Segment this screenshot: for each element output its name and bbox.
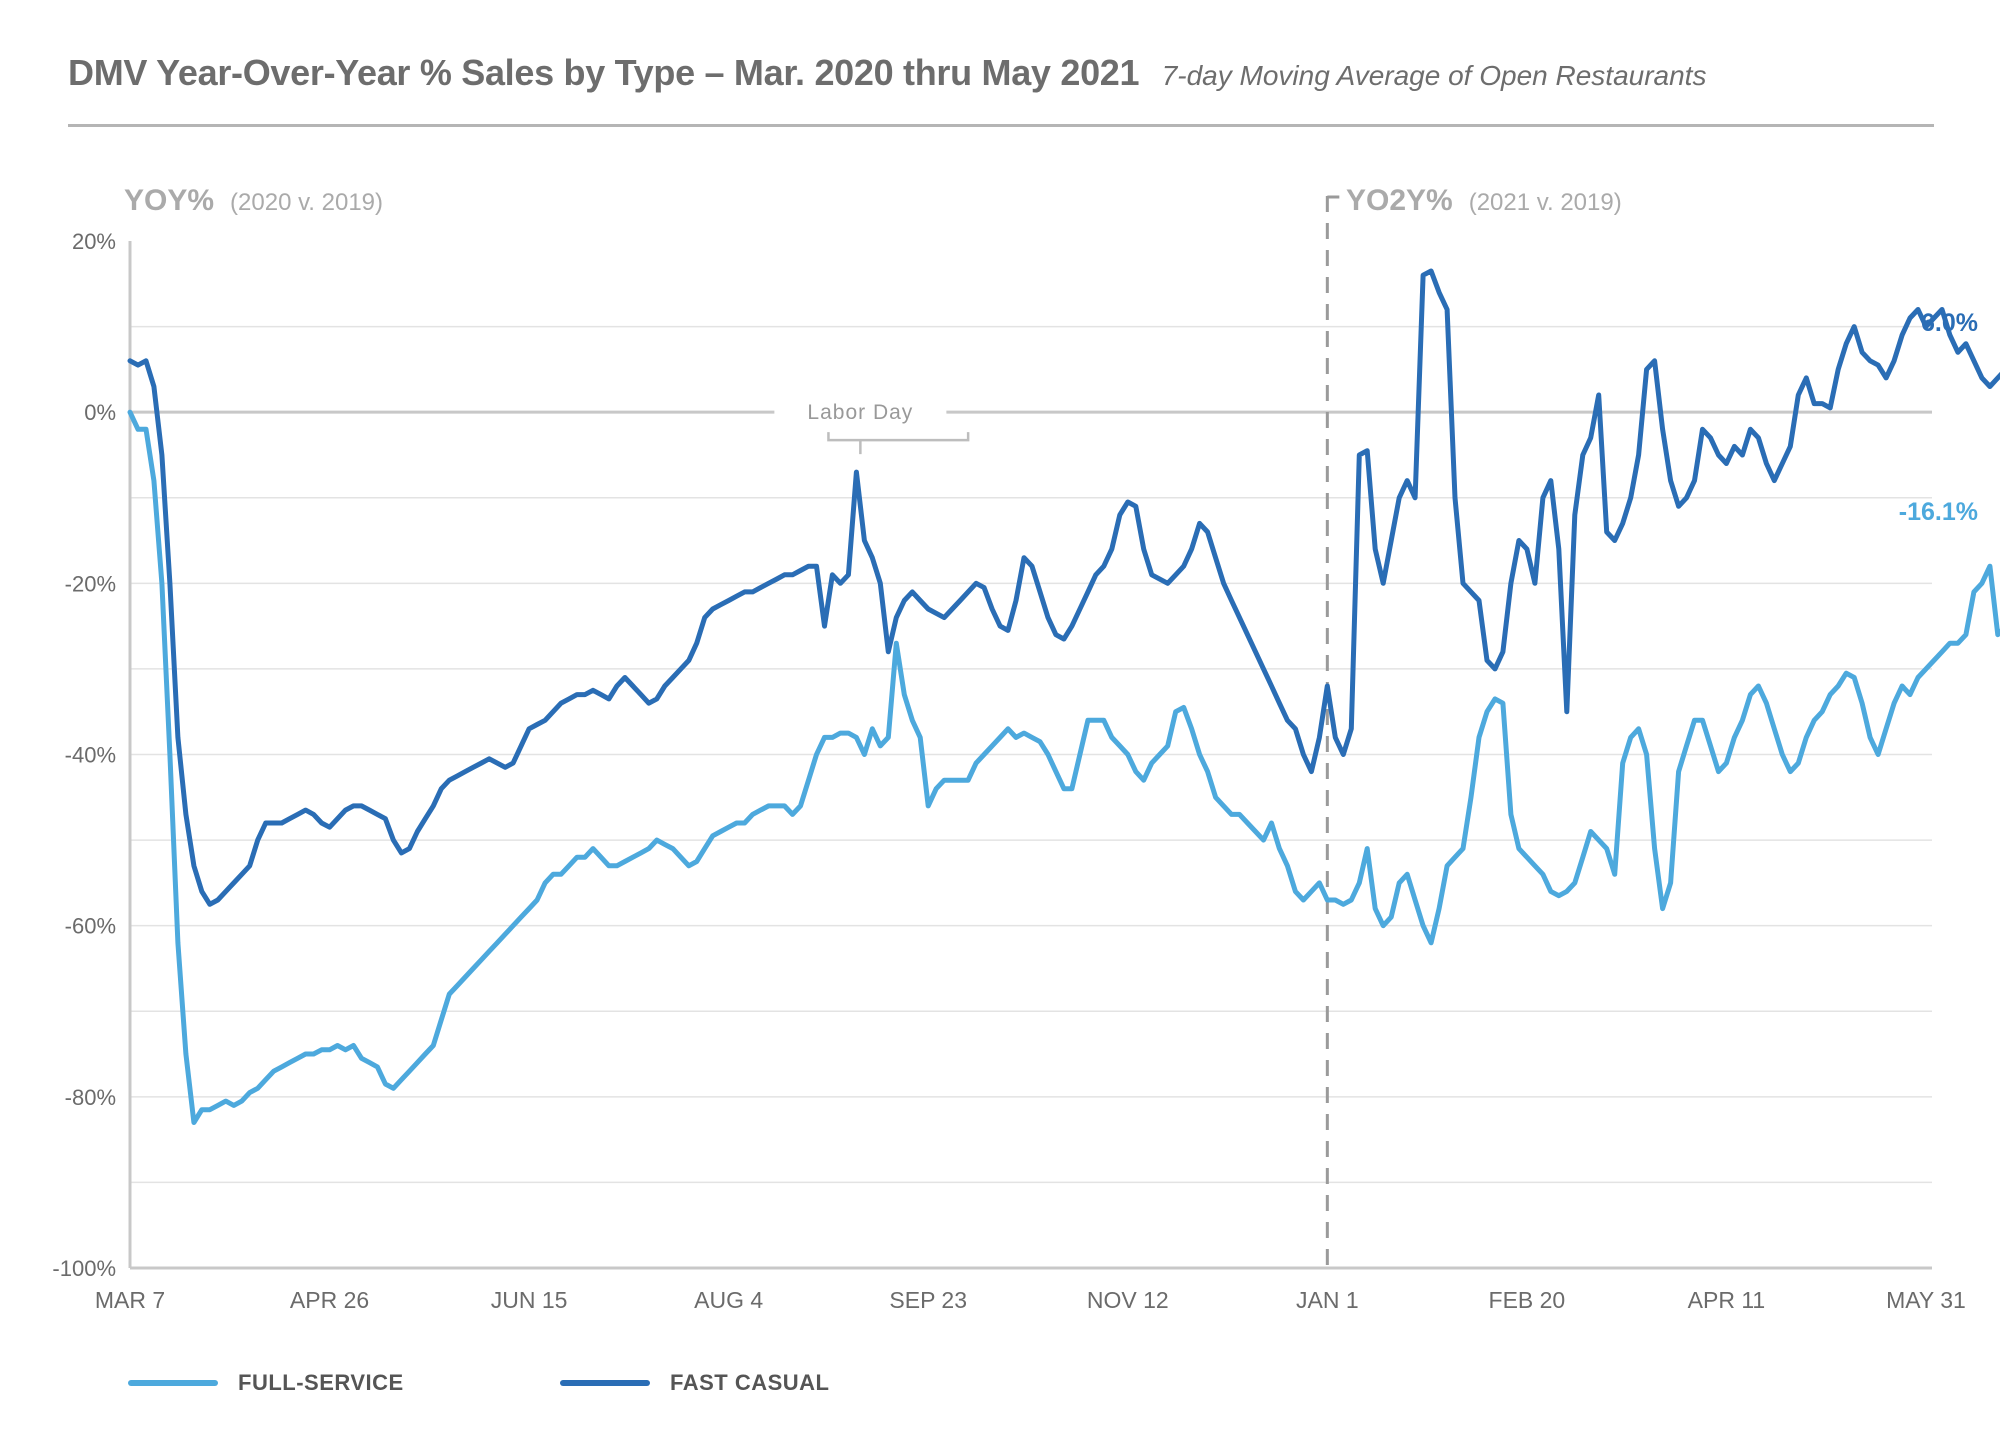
legend-label-fast-casual: FAST CASUAL xyxy=(670,1370,830,1395)
section-label-range: (2021 v. 2019) xyxy=(1469,189,1622,216)
y-tick-label: 20% xyxy=(72,229,116,254)
x-tick-label: APR 26 xyxy=(290,1287,369,1313)
legend-fast-casual: FAST CASUAL xyxy=(560,1368,830,1398)
y-axis-ticks: 20% 0% -20% -40% -60% -80% -100% xyxy=(52,229,116,1281)
x-tick-label: JAN 1 xyxy=(1296,1287,1359,1313)
y-tick-label: -100% xyxy=(52,1256,116,1281)
section-labels: YOY% (2020 v. 2019) YO2Y% (2021 v. 2019) xyxy=(124,184,1622,217)
x-tick-label: NOV 12 xyxy=(1087,1287,1169,1313)
x-tick-label: APR 11 xyxy=(1688,1287,1766,1313)
annotation-label: Labor Day xyxy=(807,401,913,424)
x-tick-label: MAR 7 xyxy=(95,1287,165,1313)
section-label: YO2Y% (2021 v. 2019) xyxy=(1346,184,1622,217)
section-label-bold: YOY% xyxy=(124,184,214,217)
x-axis-ticks: MAR 7 APR 26 JUN 15 AUG 4 SEP 23 NOV 12 JAN 1 F… xyxy=(95,1287,1966,1313)
legend-full-service: FULL-SERVICE xyxy=(128,1368,404,1398)
series-line-full-service xyxy=(127,409,2000,1125)
series-lines xyxy=(127,268,2000,1125)
y-tick-label: -60% xyxy=(65,914,116,939)
y-tick-label: -40% xyxy=(65,743,116,768)
series-line-fast-casual xyxy=(127,268,2000,907)
x-tick-label: JUN 15 xyxy=(491,1287,568,1313)
end-label-fast-casual: 6.0% xyxy=(1921,309,1978,337)
x-tick-label: FEB 20 xyxy=(1489,1287,1566,1313)
x-tick-label: SEP 23 xyxy=(889,1287,967,1313)
y-tick-label: -80% xyxy=(65,1085,116,1110)
chart-header: DMV Year-Over-Year % Sales by Type – Mar… xyxy=(68,52,1934,127)
section-label: YOY% (2020 v. 2019) xyxy=(124,184,383,217)
legend-label-full-service: FULL-SERVICE xyxy=(238,1370,404,1395)
y-tick-label: -20% xyxy=(65,571,116,596)
end-label-full-service: -16.1% xyxy=(1899,498,1978,526)
end-value-labels: 6.0% -16.1% xyxy=(1899,309,1978,526)
labor-day-annotation: Labor Day xyxy=(774,390,970,455)
section-label-bold: YO2Y% xyxy=(1346,184,1453,217)
x-tick-label: MAY 31 xyxy=(1886,1287,1966,1313)
annotation-backdrop xyxy=(774,390,947,427)
y-tick-label: 0% xyxy=(84,400,116,425)
legend-swatch-full-service xyxy=(128,1380,218,1386)
chart-subtitle: 7-day Moving Average of Open Restaurants xyxy=(1161,60,1707,91)
chart-title: DMV Year-Over-Year % Sales by Type – Mar… xyxy=(68,52,1140,93)
grid-lines xyxy=(130,325,1932,1184)
x-tick-label: AUG 4 xyxy=(694,1287,763,1313)
annotation-bracket xyxy=(827,432,970,455)
legend-swatch-fast-casual xyxy=(560,1380,650,1386)
section-label-range: (2020 v. 2019) xyxy=(230,189,383,216)
